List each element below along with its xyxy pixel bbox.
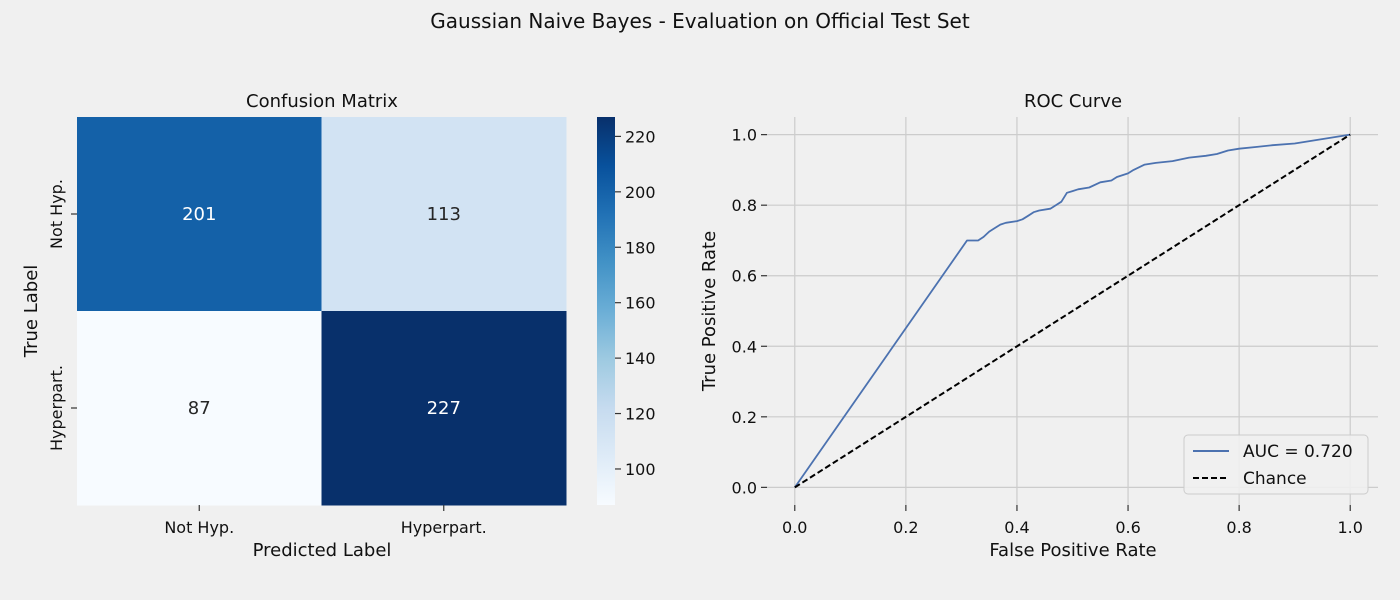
heatmap-cells: 201 113 87 227 [77, 117, 567, 506]
colorbar-ticks: 100 120 140 160 180 200 220 [615, 127, 656, 479]
heatmap-cell [77, 311, 322, 506]
colorbar-tick-label: 200 [625, 183, 656, 202]
heatmap-cell [321, 311, 567, 506]
colorbar-tick-label: 160 [625, 294, 656, 313]
heatmap-cell-value: 113 [427, 204, 461, 225]
colorbar-tick-label: 100 [625, 460, 656, 479]
roc-xtick-label: 0.0 [782, 518, 807, 537]
roc-ylabel: True Positive Rate [699, 231, 720, 392]
roc-xtick-label: 0.8 [1226, 518, 1251, 537]
heatmap-ylabel: True Label [21, 265, 42, 359]
roc-series-auc-0-720 [794, 133, 1351, 488]
heatmap-cell-value: 227 [427, 398, 461, 419]
roc-xtick-label: 1.0 [1338, 518, 1363, 537]
roc-ticks: 0.0 0.2 0.4 0.6 0.8 1.0 0.0 0.2 0.4 0.6 0.8 1.0 [732, 126, 1363, 537]
roc-series-chance [794, 133, 1351, 489]
colorbar-tick-label: 220 [625, 127, 656, 146]
colorbar-tick-label: 140 [625, 349, 656, 368]
roc-ytick-label: 0.0 [732, 478, 757, 497]
legend-label-auc: AUC = 0.720 [1243, 442, 1353, 462]
heatmap-xtick-label: Hyperpart. [401, 518, 487, 537]
legend-label-chance: Chance [1243, 469, 1307, 489]
heatmap-cell [321, 117, 567, 312]
roc-xtick-label: 0.6 [1115, 518, 1140, 537]
colorbar-tick-label: 180 [625, 238, 656, 257]
heatmap-xlabel: Predicted Label [253, 540, 392, 561]
figure-title: Gaussian Naive Bayes - Evaluation on Off… [430, 9, 970, 33]
confusion-matrix-panel: Confusion Matrix 201 113 87 227 Not Hyp. Hyp… [21, 91, 656, 561]
heatmap-cell-value: 201 [182, 204, 216, 225]
roc-ytick-label: 0.4 [732, 337, 757, 356]
roc-title: ROC Curve [1024, 91, 1122, 112]
colorbar [597, 117, 615, 505]
roc-ytick-label: 0.2 [732, 408, 757, 427]
colorbar-tick-label: 120 [625, 405, 656, 424]
heatmap-xtick-label: Not Hyp. [164, 518, 234, 537]
heatmap-cell [77, 117, 322, 312]
roc-ytick-label: 0.8 [732, 196, 757, 215]
roc-xtick-label: 0.4 [1004, 518, 1029, 537]
roc-xlabel: False Positive Rate [989, 540, 1156, 561]
roc-ytick-label: 1.0 [732, 126, 757, 145]
roc-xtick-label: 0.2 [893, 518, 918, 537]
confusion-matrix-title: Confusion Matrix [246, 91, 398, 112]
legend-box [1183, 434, 1369, 495]
heatmap-ticks: Not Hyp. Hyperpart. Not Hyp. Hyperpart. [47, 179, 487, 537]
heatmap-ytick-label: Not Hyp. [47, 179, 66, 249]
roc-lines [794, 133, 1351, 489]
heatmap-cell-value: 87 [188, 398, 211, 419]
roc-ytick-label: 0.6 [732, 267, 757, 286]
roc-legend: AUC = 0.720 Chance [1183, 434, 1369, 495]
roc-panel: ROC Curve 0.0 0.2 0.4 0.6 0.8 1.0 0.0 0.2 0.4 0.6… [699, 91, 1378, 561]
heatmap-ytick-label: Hyperpart. [47, 365, 66, 451]
